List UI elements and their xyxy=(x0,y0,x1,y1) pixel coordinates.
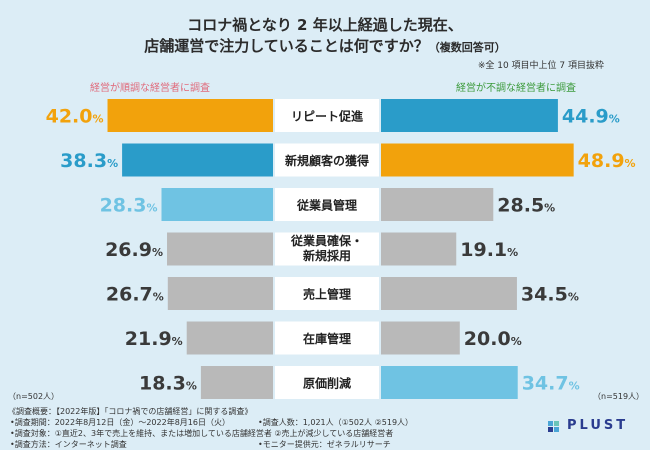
plust-logo xyxy=(548,421,559,432)
left-value-label: 28.3% xyxy=(100,195,158,217)
survey-monitor: •モニター提供元：ゼネラルリサーチ xyxy=(258,440,391,449)
left-bar xyxy=(167,232,273,266)
category-label: 従業員管理 xyxy=(296,198,357,213)
left-sample-size: （n=502人） xyxy=(8,392,60,401)
right-bar xyxy=(381,143,574,177)
logo-mark-square-3 xyxy=(548,427,553,432)
right-value-label: 34.7% xyxy=(522,373,580,395)
left-value-label: 26.7% xyxy=(106,284,164,306)
category-box xyxy=(275,99,379,132)
title-line-1: コロナ禍となり 2 年以上経過した現在、 xyxy=(187,16,463,34)
category-box xyxy=(275,277,379,310)
category-label: 従業員確保・新規採用 xyxy=(290,233,363,263)
left-bar xyxy=(200,366,273,399)
right-value-label: 19.1% xyxy=(460,239,518,261)
left-value-label: 18.3% xyxy=(139,373,197,395)
logo-mark-square-1 xyxy=(548,421,553,426)
subset-note: ※全 10 項目中上位 7 項目抜粋 xyxy=(477,61,604,71)
right-bar xyxy=(381,321,460,355)
title-suffix: （複数回答可） xyxy=(428,41,506,54)
category-box xyxy=(275,188,379,221)
left-bar xyxy=(122,143,274,177)
right-value-label: 34.5% xyxy=(521,284,579,306)
left-bar xyxy=(186,321,273,355)
category-label: 原価削減 xyxy=(303,376,351,391)
title-line-2: 店舗運営で注力していることは何ですか？（複数回答可） xyxy=(144,37,506,55)
survey-overview: 《調査概要：【2022年版】「コロナ禍での店舗経営」に関する調査》 xyxy=(8,407,253,416)
category-box xyxy=(275,366,379,399)
right-bar xyxy=(381,99,558,132)
right-value-label: 28.5% xyxy=(497,195,555,217)
survey-count: •調査人数：1,021人（①502人 ②519人） xyxy=(258,418,414,427)
right-bar xyxy=(381,232,457,266)
right-group-label: 経営が不調な経営者に調査 xyxy=(456,83,576,94)
category-label: 売上管理 xyxy=(303,287,351,302)
left-group-label: 経営が順調な経営者に調査 xyxy=(90,83,210,94)
right-value-label: 44.9% xyxy=(562,106,620,128)
logo-mark-square-2 xyxy=(554,421,559,426)
right-bar xyxy=(381,366,518,399)
right-value-label: 48.9% xyxy=(578,150,636,172)
right-bar xyxy=(381,277,517,310)
left-value-label: 38.3% xyxy=(60,150,118,172)
category-label: リピート促進 xyxy=(291,109,364,124)
right-value-label: 20.0% xyxy=(464,328,522,350)
left-bar xyxy=(107,99,274,132)
left-bar xyxy=(167,277,273,310)
survey-period: •調査期間：2022年8月12日（金）〜2022年8月16日（火） xyxy=(10,418,230,427)
category-label: 在庫管理 xyxy=(303,331,351,346)
left-value-label: 21.9% xyxy=(125,328,183,350)
survey-target: •調査対象：①直近2、3年で売上を維持、または増加している店舗経営者 ②売上が減… xyxy=(10,429,394,438)
category-box xyxy=(275,232,379,266)
survey-method: •調査方法：インターネット調査 xyxy=(10,440,127,449)
logo-text: PLUST xyxy=(567,418,629,433)
category-box xyxy=(275,143,379,177)
logo-mark-square-4 xyxy=(554,427,559,432)
right-sample-size: （n=519人） xyxy=(593,392,645,401)
right-bar xyxy=(381,188,494,221)
left-value-label: 42.0% xyxy=(46,106,104,128)
category-box xyxy=(275,321,379,355)
category-label: 新規顧客の獲得 xyxy=(285,153,369,168)
left-value-label: 26.9% xyxy=(105,239,163,261)
left-bar xyxy=(161,188,273,221)
